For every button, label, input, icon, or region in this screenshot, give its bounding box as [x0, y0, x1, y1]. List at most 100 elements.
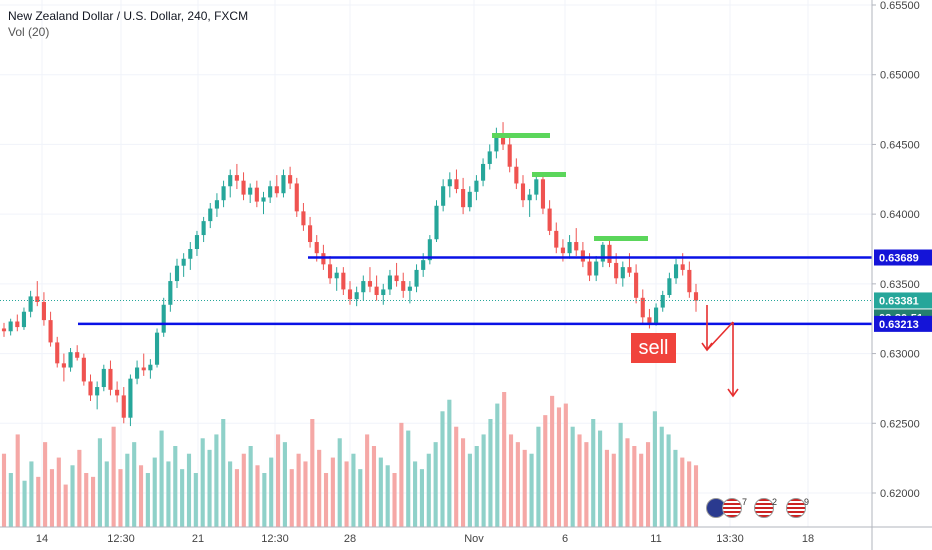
- candle-body: [168, 281, 173, 305]
- candle-body: [654, 307, 659, 323]
- candlesticks: [1, 122, 699, 427]
- candle-body: [261, 197, 266, 202]
- top-highlight: [532, 172, 566, 177]
- volume-bar: [118, 469, 123, 527]
- time-tick-label: 14: [36, 533, 48, 545]
- us-flag-icon[interactable]: [754, 498, 774, 518]
- candle-body: [481, 163, 486, 181]
- volume-bar: [173, 446, 178, 527]
- volume-bar: [365, 434, 370, 527]
- candle-body: [461, 189, 466, 208]
- candle-body: [634, 272, 639, 298]
- candle-body: [248, 187, 253, 195]
- candle-body: [627, 267, 632, 273]
- candle-body: [467, 191, 472, 208]
- volume-bar: [317, 449, 322, 527]
- volume-bar: [495, 403, 500, 527]
- us-flag-icon[interactable]: [722, 498, 742, 518]
- volume-bar: [666, 434, 671, 527]
- candle-body: [115, 389, 120, 396]
- event-count-2: 2: [772, 497, 778, 507]
- volume-bar: [351, 453, 356, 527]
- volume-bar: [406, 430, 411, 527]
- candle-body: [347, 289, 353, 300]
- symbol-title[interactable]: New Zealand Dollar / U.S. Dollar, 240, F…: [8, 9, 249, 23]
- candle-body: [620, 267, 625, 279]
- volume-bar: [426, 453, 431, 527]
- volume-bar: [344, 461, 349, 527]
- time-axis[interactable]: 14 12:30 21 12:30 28 Nov 6 11 13:30 18: [0, 526, 932, 545]
- volume-bar: [556, 407, 562, 527]
- volume-bar: [687, 461, 692, 527]
- volume-bar: [481, 434, 486, 527]
- volume-bar: [419, 469, 425, 527]
- volume-bar: [618, 422, 623, 527]
- event-count-1: 7: [742, 497, 748, 507]
- current-price-tag: 0.63381: [879, 295, 919, 307]
- candle-body: [640, 297, 645, 318]
- price-axis[interactable]: 0.65500 0.65000 0.64500 0.64000 0.63500 0.630…: [871, 0, 932, 550]
- volume-bar: [193, 473, 198, 527]
- support-price-tag-bg: [874, 315, 932, 332]
- time-tick-label: 28: [344, 533, 356, 545]
- volume-bar: [97, 438, 102, 527]
- candle-body: [567, 242, 572, 254]
- candle-body: [108, 368, 113, 390]
- volume-indicator-label[interactable]: Vol (20): [8, 25, 50, 39]
- volume-bar: [22, 480, 27, 527]
- volume-bar: [584, 442, 589, 527]
- candle-body: [693, 292, 699, 301]
- volume-bar: [330, 457, 335, 527]
- candle-body: [667, 278, 672, 296]
- candle-body: [141, 367, 146, 371]
- volume-bar: [563, 403, 568, 527]
- volume-bar: [132, 442, 137, 527]
- sell-annotation: sell: [631, 333, 676, 363]
- candle-body: [321, 253, 326, 265]
- time-tick-label: 21: [192, 533, 204, 545]
- arrow-connector: [706, 321, 734, 351]
- volume-bar: [166, 461, 171, 527]
- candle-body: [540, 179, 546, 209]
- us-flag-icon[interactable]: [786, 498, 806, 518]
- candle-body: [88, 381, 93, 396]
- candle-body: [660, 295, 665, 308]
- candle-body: [673, 264, 679, 279]
- candle-body: [527, 194, 532, 201]
- price-tick-label: 0.64000: [880, 209, 920, 221]
- candle-body: [387, 275, 392, 290]
- time-tick-label: 18: [802, 533, 814, 545]
- candle-body: [75, 352, 80, 358]
- volume-bar: [433, 442, 438, 527]
- volume-bar: [604, 449, 609, 527]
- candle-body: [401, 281, 406, 291]
- candle-body: [407, 286, 412, 291]
- price-tick-label: 0.63500: [880, 279, 920, 291]
- candle-body: [680, 264, 685, 270]
- volume-bars: [1, 392, 699, 527]
- resistance-price-tag: 0.63689: [879, 253, 919, 265]
- volume-bar: [467, 453, 472, 527]
- volume-bar: [515, 442, 520, 527]
- candle-body: [254, 187, 259, 202]
- volume-bar: [248, 446, 253, 527]
- candle-body: [1, 328, 7, 332]
- candle-body: [587, 261, 592, 276]
- candle-body: [394, 275, 399, 282]
- volume-bar: [282, 442, 287, 527]
- candle-body: [574, 242, 579, 251]
- volume-bar: [337, 438, 342, 527]
- candle-body: [427, 239, 432, 261]
- time-tick-label: 13:30: [716, 533, 744, 545]
- candle-body: [487, 151, 492, 164]
- candle-body: [101, 368, 106, 388]
- time-tick-label: 12:30: [261, 533, 289, 545]
- volume-bar: [550, 395, 555, 527]
- candle-body: [174, 265, 180, 282]
- down-arrow-head: [727, 388, 739, 398]
- volume-bar: [385, 465, 390, 527]
- volume-bar: [536, 426, 541, 527]
- volume-bar: [84, 473, 89, 527]
- volume-bar: [104, 461, 109, 527]
